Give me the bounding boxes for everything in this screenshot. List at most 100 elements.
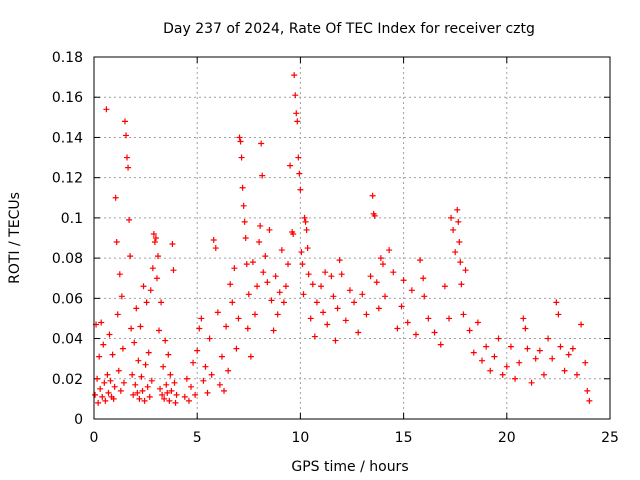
data-point: [545, 335, 552, 342]
data-point: [303, 226, 310, 233]
data-point: [584, 387, 591, 394]
data-point: [373, 279, 380, 286]
data-point: [299, 261, 306, 268]
data-point: [172, 399, 179, 406]
data-point: [338, 271, 345, 278]
data-point: [446, 315, 453, 322]
x-tick-label: 5: [193, 430, 202, 446]
data-point: [208, 371, 215, 378]
data-point: [112, 194, 119, 201]
data-point: [102, 397, 109, 404]
data-point: [375, 305, 382, 312]
data-point: [148, 377, 155, 384]
data-point: [116, 271, 123, 278]
data-point: [156, 327, 163, 334]
data-point: [99, 393, 106, 400]
data-point: [149, 265, 156, 272]
data-points: [92, 72, 593, 406]
data-point: [118, 293, 125, 300]
data-point: [351, 299, 358, 306]
data-point: [107, 377, 114, 384]
data-point: [359, 291, 366, 298]
data-point: [305, 271, 312, 278]
data-point: [229, 299, 236, 306]
data-point: [214, 309, 221, 316]
data-point: [140, 283, 147, 290]
y-tick-label: 0.1: [61, 211, 83, 227]
data-point: [287, 162, 294, 169]
data-point: [210, 237, 217, 244]
data-point: [111, 383, 118, 390]
data-point: [507, 343, 514, 350]
data-point: [290, 230, 297, 237]
data-point: [161, 395, 168, 402]
data-point: [334, 305, 341, 312]
data-point: [272, 273, 279, 280]
data-point: [555, 311, 562, 318]
data-point: [101, 379, 108, 386]
data-point: [119, 345, 126, 352]
gridlines: [94, 57, 610, 419]
data-point: [536, 347, 543, 354]
data-point: [98, 319, 105, 326]
data-point: [225, 367, 232, 374]
data-point: [532, 355, 539, 362]
data-point: [293, 110, 300, 117]
data-point: [400, 277, 407, 284]
data-point: [296, 170, 303, 177]
data-point: [408, 287, 415, 294]
data-point: [190, 359, 197, 366]
data-point: [92, 391, 99, 398]
data-point: [131, 339, 138, 346]
data-point: [282, 283, 289, 290]
data-point: [241, 218, 248, 225]
data-point: [247, 353, 254, 360]
data-point: [450, 226, 457, 233]
data-point: [243, 261, 250, 268]
data-point: [137, 323, 144, 330]
data-point: [355, 329, 362, 336]
data-point: [324, 321, 331, 328]
data-point: [163, 381, 170, 388]
data-point: [499, 371, 506, 378]
data-point: [262, 253, 269, 260]
data-point: [278, 247, 285, 254]
y-tick-label: 0.18: [52, 50, 83, 66]
data-point: [202, 363, 209, 370]
data-point: [298, 249, 305, 256]
data-point: [109, 351, 116, 358]
data-point: [121, 118, 128, 125]
data-point: [320, 309, 327, 316]
data-point: [106, 331, 113, 338]
data-point: [336, 257, 343, 264]
data-point: [276, 289, 283, 296]
data-point: [390, 269, 397, 276]
data-point: [147, 287, 154, 294]
data-point: [132, 381, 139, 388]
data-point: [300, 291, 307, 298]
data-point: [313, 299, 320, 306]
data-point: [183, 375, 190, 382]
data-point: [146, 393, 153, 400]
data-point: [549, 355, 556, 362]
data-point: [304, 245, 311, 252]
data-point: [460, 311, 467, 318]
data-point: [524, 345, 531, 352]
axis-ticks: 0 0.02 0.04 0.06 0.08 0.1 0.12 0.14 0.16 0.18 0 5 10…: [52, 50, 619, 446]
data-point: [136, 395, 143, 402]
data-point: [94, 375, 101, 382]
data-point: [394, 325, 401, 332]
data-point: [437, 341, 444, 348]
data-point: [160, 363, 167, 370]
data-point: [332, 337, 339, 344]
data-point: [244, 325, 251, 332]
plot-frame: [93, 56, 611, 420]
x-tick-label: 25: [601, 430, 619, 446]
data-point: [578, 321, 585, 328]
data-point: [342, 317, 349, 324]
data-point: [454, 206, 461, 213]
data-point: [404, 319, 411, 326]
data-point: [382, 293, 389, 300]
data-point: [133, 305, 140, 312]
data-point: [196, 325, 203, 332]
